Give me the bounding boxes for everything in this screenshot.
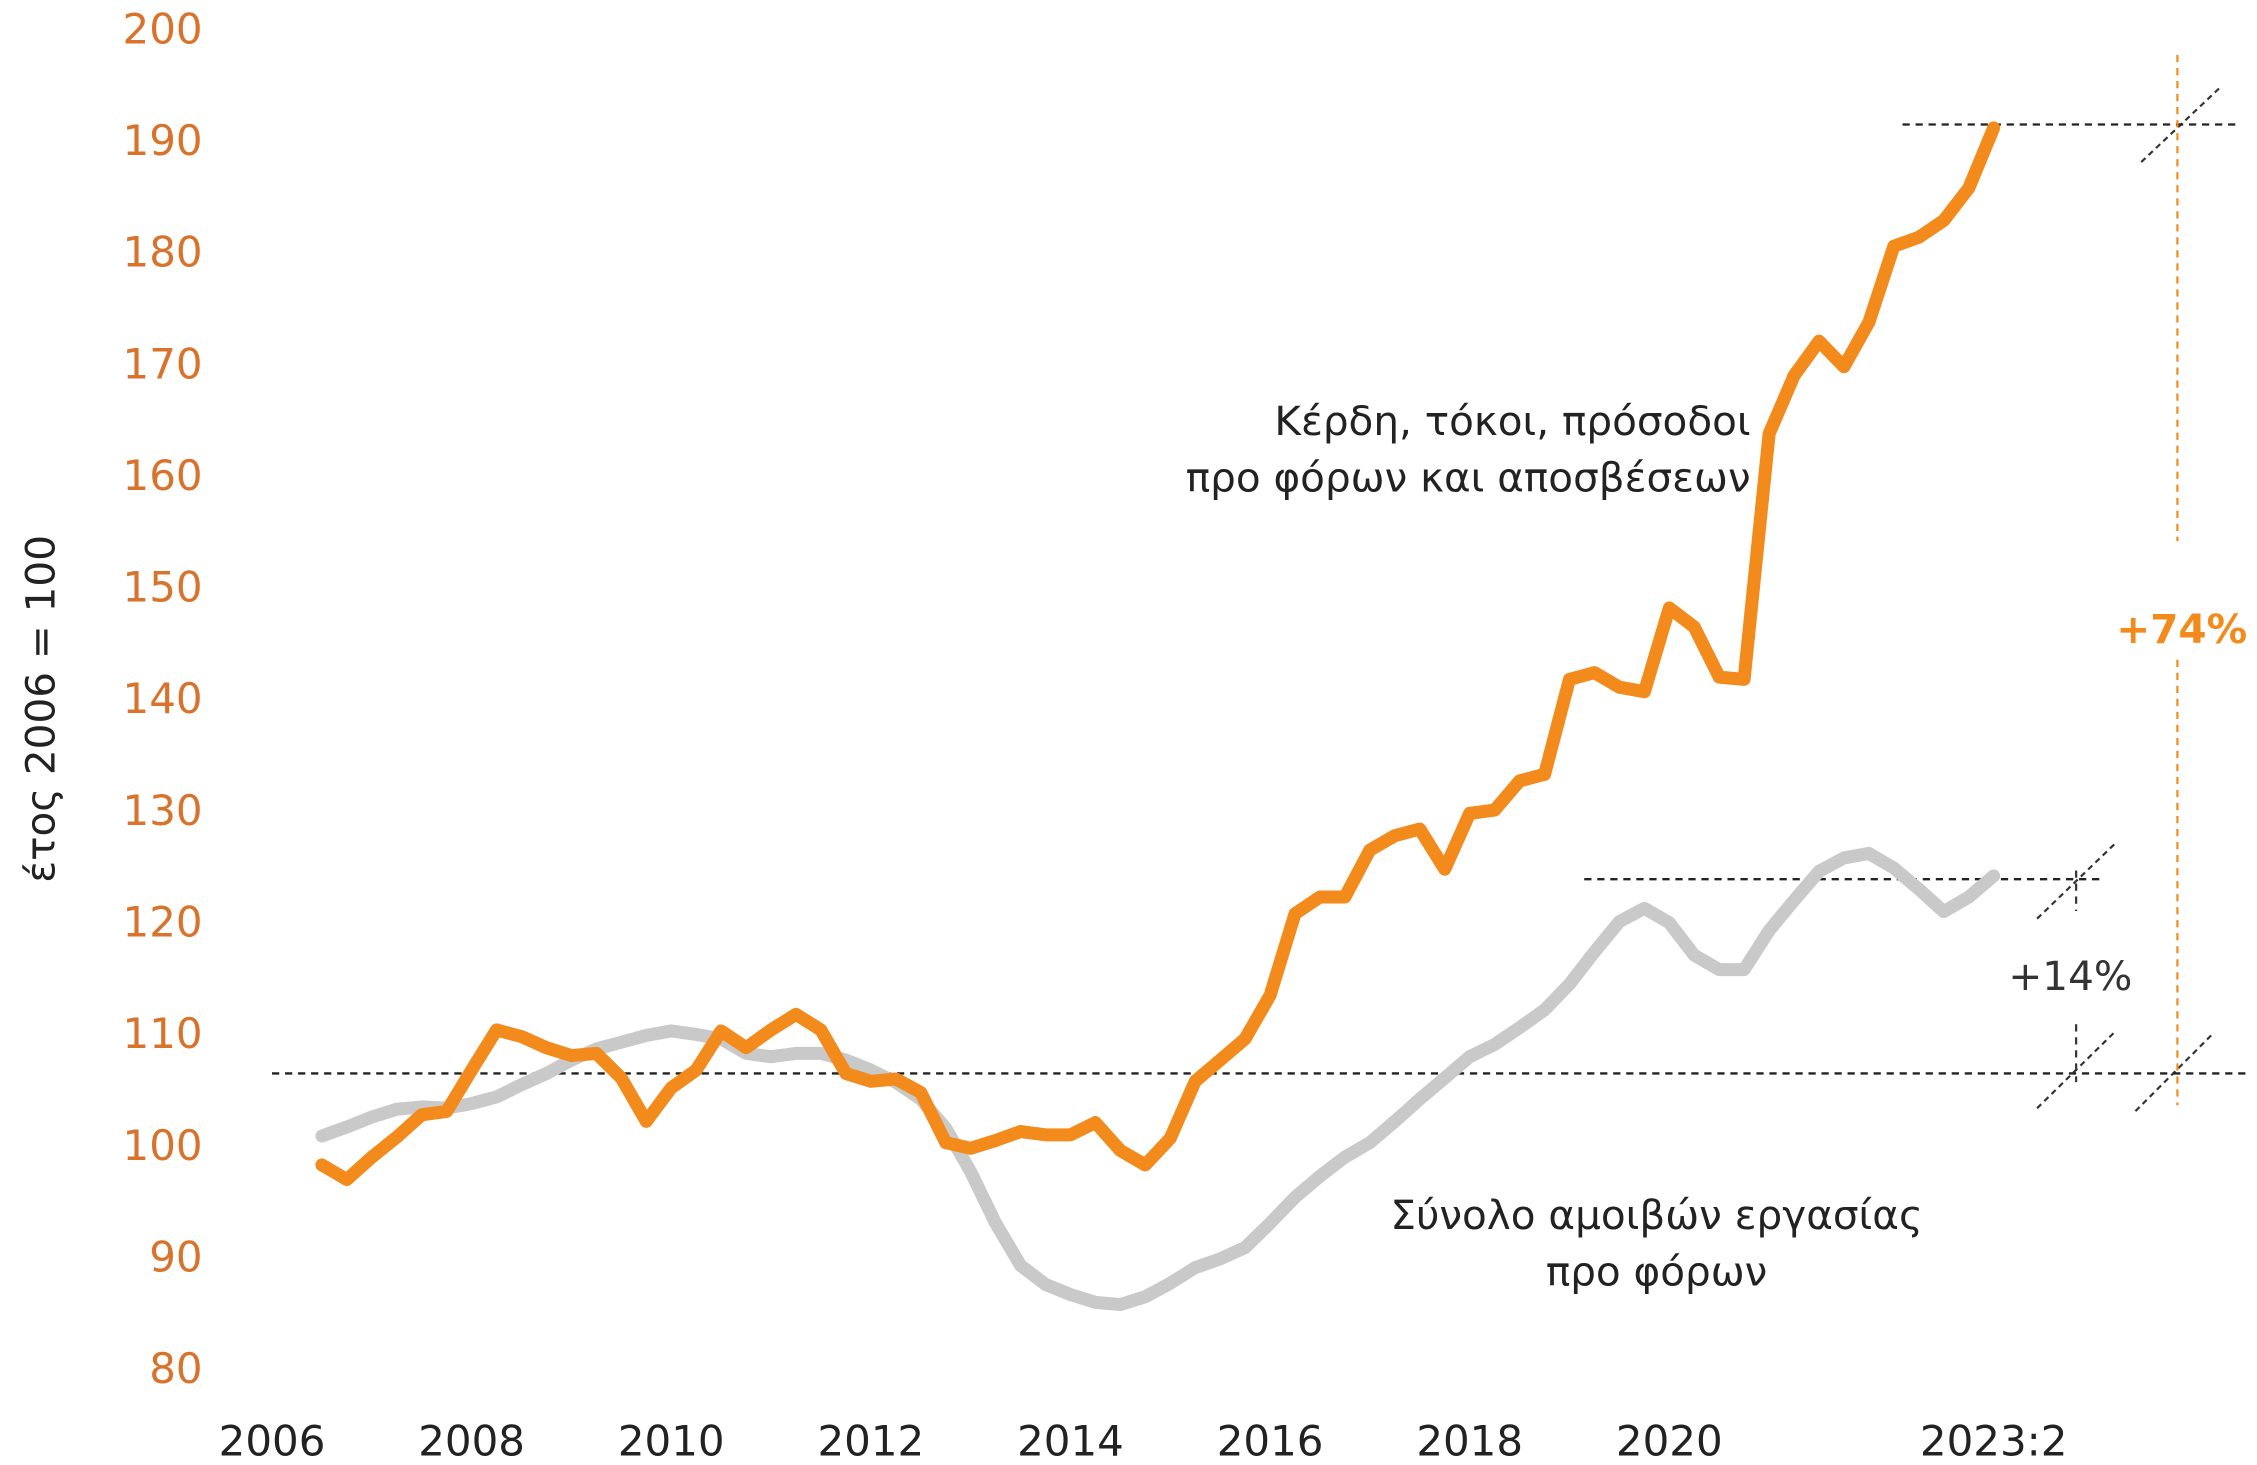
- x-tick-label: 2023:2: [1920, 1416, 2068, 1465]
- x-tick-label: 2012: [817, 1416, 924, 1465]
- x-tick-label: 2018: [1416, 1416, 1523, 1465]
- y-tick-label: 140: [123, 674, 203, 723]
- break-mark: [2036, 842, 2116, 920]
- series-label: προ φόρων και αποσβέσεων: [1186, 453, 1751, 501]
- annotation-text: +74%: [2116, 605, 2247, 653]
- y-tick-label: 190: [123, 116, 203, 165]
- y-tick-label: 90: [149, 1232, 202, 1281]
- y-tick-label: 120: [123, 897, 203, 946]
- series-label: Σύνολο αμοιβών εργασίας: [1390, 1191, 1922, 1239]
- series-label: Κέρδη, τόκοι, πρόσοδοι: [1274, 397, 1750, 445]
- y-tick-label: 160: [123, 451, 203, 500]
- break-mark: [2134, 1032, 2215, 1112]
- y-tick-label: 100: [123, 1121, 203, 1170]
- x-tick-label: 2010: [618, 1416, 725, 1465]
- series-line: [315, 121, 2001, 1187]
- y-axis-label: έτος 2006 = 100: [16, 535, 64, 883]
- x-tick-label: 2008: [418, 1416, 525, 1465]
- y-tick-label: 80: [149, 1344, 202, 1393]
- y-tick-label: 170: [123, 339, 203, 388]
- y-tick-label: 180: [123, 228, 203, 277]
- series-line: [315, 846, 2001, 1312]
- y-tick-label: 130: [123, 786, 203, 835]
- x-tick-label: 2020: [1616, 1416, 1723, 1465]
- x-tick-label: 2016: [1217, 1416, 1324, 1465]
- y-tick-label: 200: [123, 4, 203, 53]
- y-tick-label: 150: [123, 563, 203, 612]
- annotation-text: +14%: [2008, 952, 2132, 1000]
- series-label: προ φόρων: [1546, 1248, 1767, 1296]
- x-tick-label: 2014: [1017, 1416, 1124, 1465]
- x-tick-label: 2006: [219, 1416, 326, 1465]
- y-tick-label: 110: [123, 1009, 203, 1058]
